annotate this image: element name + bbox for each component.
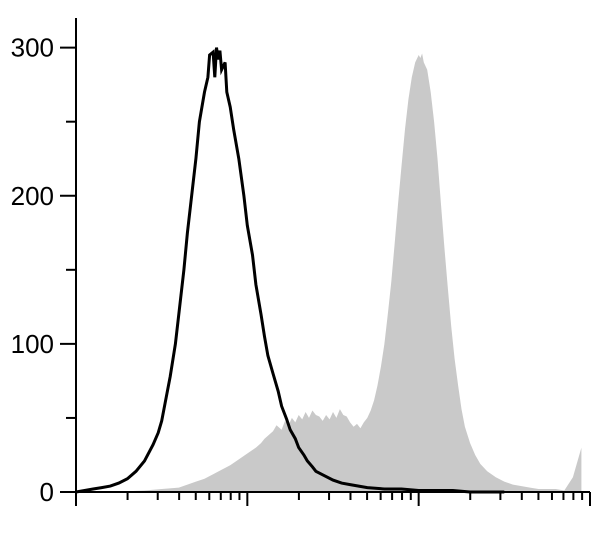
y-tick-label: 200 <box>11 181 54 211</box>
y-tick-label: 100 <box>11 329 54 359</box>
chart-svg: 0 100 200 300 <box>0 0 608 545</box>
histogram-chart: 0 100 200 300 <box>0 0 608 545</box>
series-stained <box>76 54 581 493</box>
y-tick-label: 300 <box>11 33 54 63</box>
y-tick-label: 0 <box>40 477 54 507</box>
